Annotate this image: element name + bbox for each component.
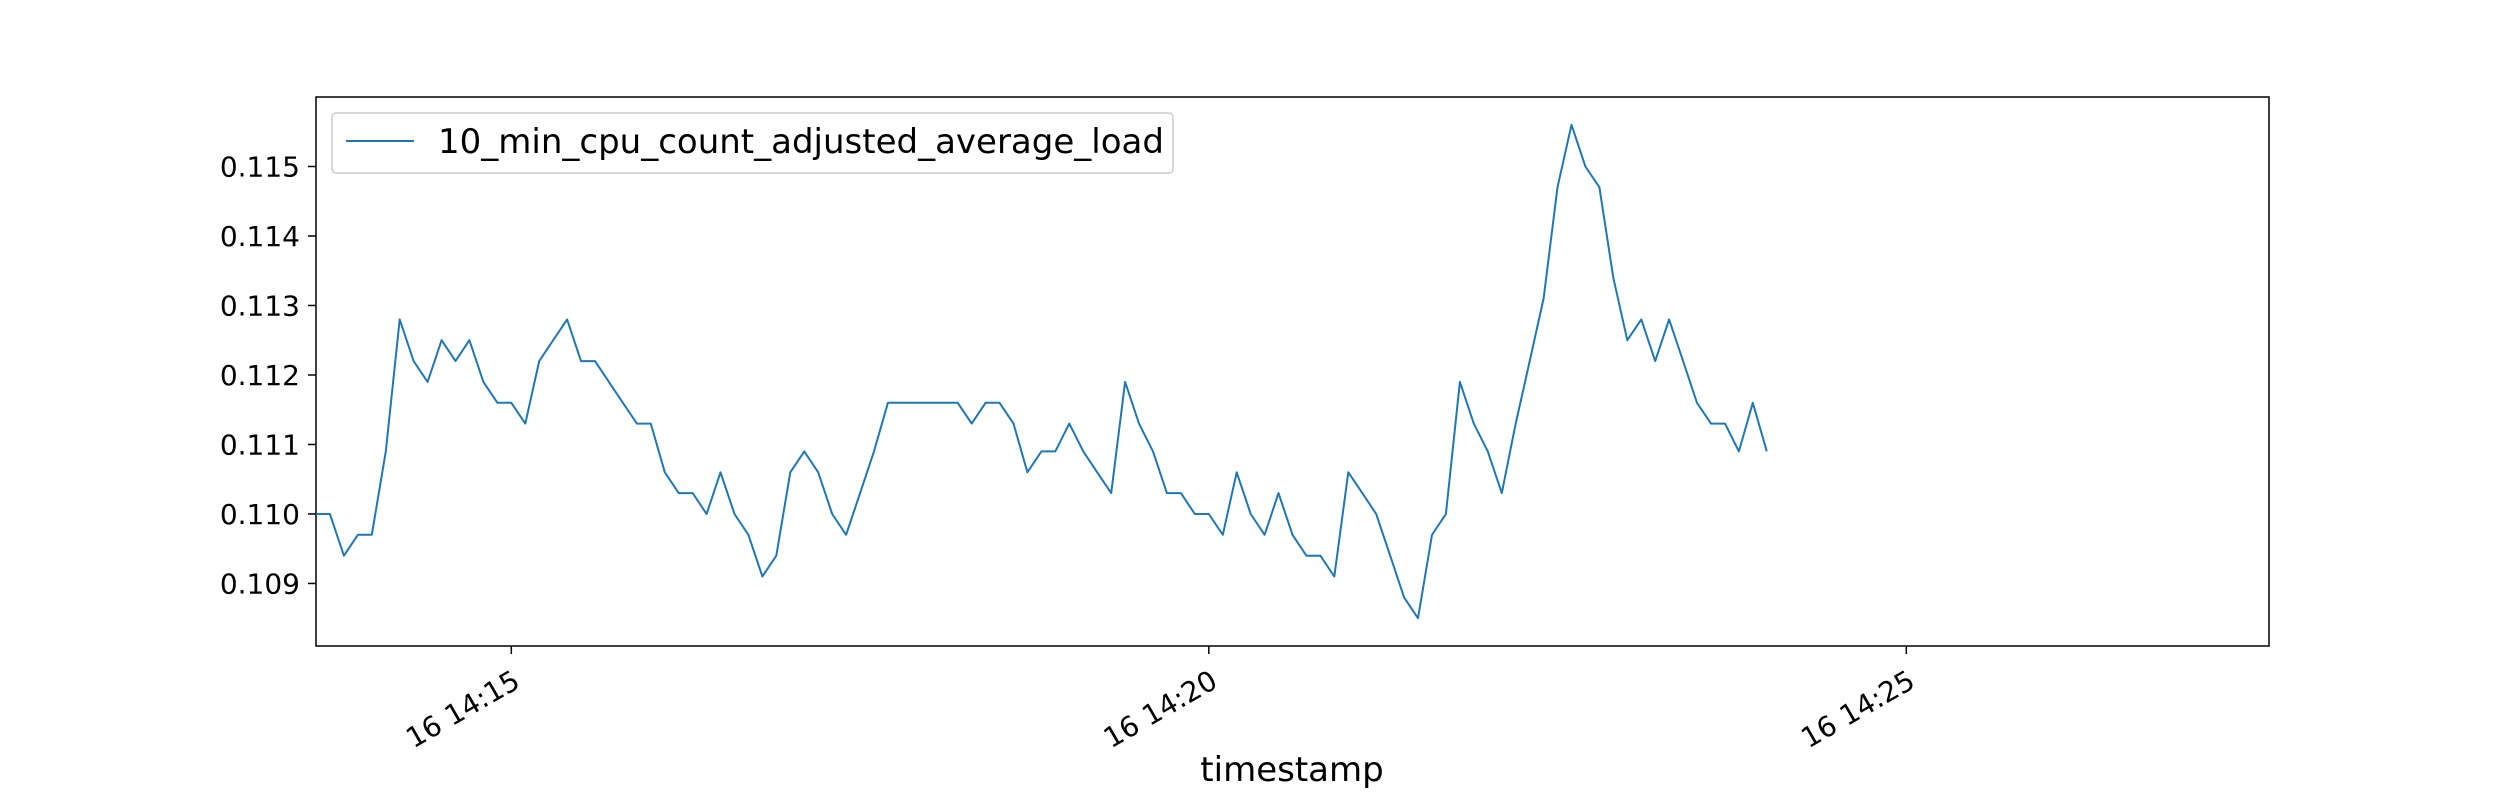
x-tick-label: 16 14:15 [400, 664, 525, 755]
y-axis: 0.109 0.110 0.111 0.112 0.113 0.114 0.115 [220, 150, 316, 600]
plot-area [315, 96, 2270, 647]
y-tick-label: 0.115 [220, 150, 300, 183]
series-layer [316, 123, 1768, 620]
y-tick-label: 0.112 [220, 359, 300, 392]
y-tick-label: 0.113 [220, 289, 300, 322]
x-axis-label: timestamp [1200, 750, 1383, 790]
x-tick-label: 16 14:20 [1098, 664, 1223, 755]
x-tick-label: 16 14:25 [1795, 664, 1920, 755]
x-axis: 16 14:15 16 14:20 16 14:25 [400, 646, 1920, 755]
legend: 10_min_cpu_count_adjusted_average_load [331, 112, 1174, 174]
legend-label: 10_min_cpu_count_adjusted_average_load [438, 122, 1164, 162]
y-tick-label: 0.111 [220, 428, 300, 461]
y-tick-label: 0.114 [220, 220, 300, 253]
plot-frame [315, 96, 2270, 647]
y-tick-label: 0.109 [220, 567, 300, 600]
y-tick-label: 0.110 [220, 498, 300, 531]
series-line [316, 123, 1768, 620]
legend-box [331, 112, 1174, 174]
